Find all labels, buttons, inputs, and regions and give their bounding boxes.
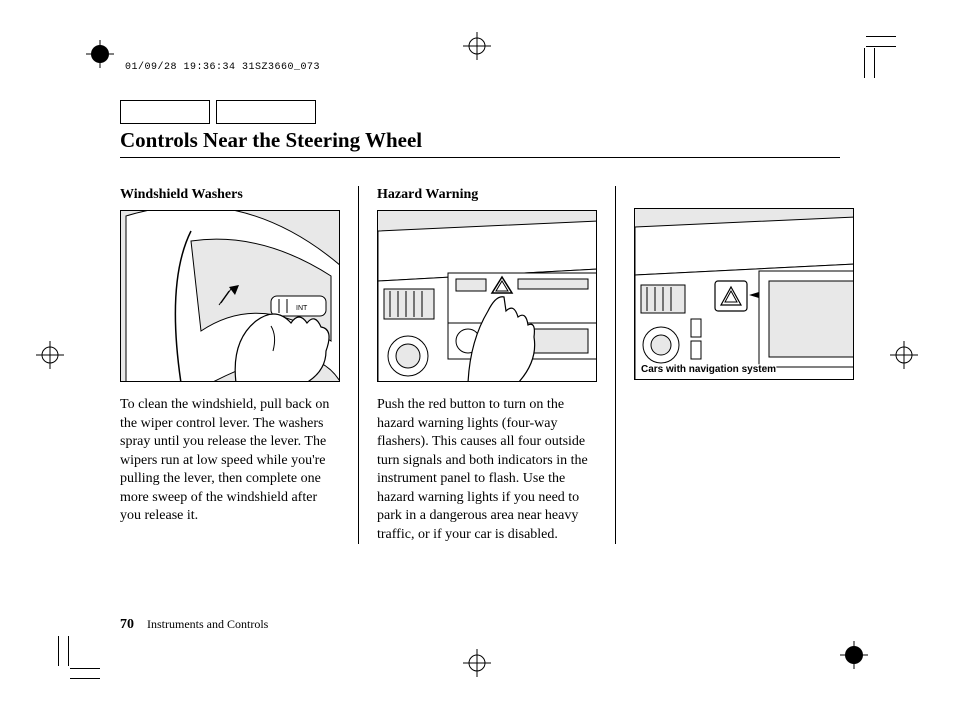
registration-mark-rc — [890, 341, 918, 369]
registration-mark-bc — [463, 649, 491, 677]
illustration-nav: Cars with navigation system — [634, 208, 854, 380]
page-title: Controls Near the Steering Wheel — [120, 128, 840, 158]
page-number: 70 — [120, 617, 134, 632]
tab-box-a — [120, 100, 210, 124]
column-3: Cars with navigation system — [634, 186, 854, 544]
build-timestamp: 01/09/28 19:36:34 31SZ3660_073 — [125, 62, 320, 73]
subhead-washers: Windshield Washers — [120, 186, 340, 204]
section-name: Instruments and Controls — [147, 617, 268, 631]
registration-mark-tc — [463, 32, 491, 60]
registration-mark-lc — [36, 341, 64, 369]
columns: Windshield Washers INT — [120, 186, 840, 544]
registration-mark-br — [840, 641, 868, 669]
registration-mark-tl — [86, 40, 114, 68]
body-text-washers: To clean the windshield, pull back on th… — [120, 396, 340, 525]
illustration-caption-nav: Cars with navigation system — [641, 363, 776, 376]
svg-text:INT: INT — [296, 305, 308, 312]
spacer — [634, 186, 854, 208]
page-footer: 70 Instruments and Controls — [120, 617, 268, 633]
tab-boxes — [120, 100, 840, 124]
illustration-hazard — [377, 210, 597, 382]
column-1: Windshield Washers INT — [120, 186, 359, 544]
page-content: Controls Near the Steering Wheel Windshi… — [120, 100, 840, 544]
column-2: Hazard Warning — [377, 186, 616, 544]
body-text-hazard: Push the red button to turn on the hazar… — [377, 396, 597, 544]
subhead-hazard: Hazard Warning — [377, 186, 597, 204]
tab-box-b — [216, 100, 316, 124]
illustration-washers: INT — [120, 210, 340, 382]
